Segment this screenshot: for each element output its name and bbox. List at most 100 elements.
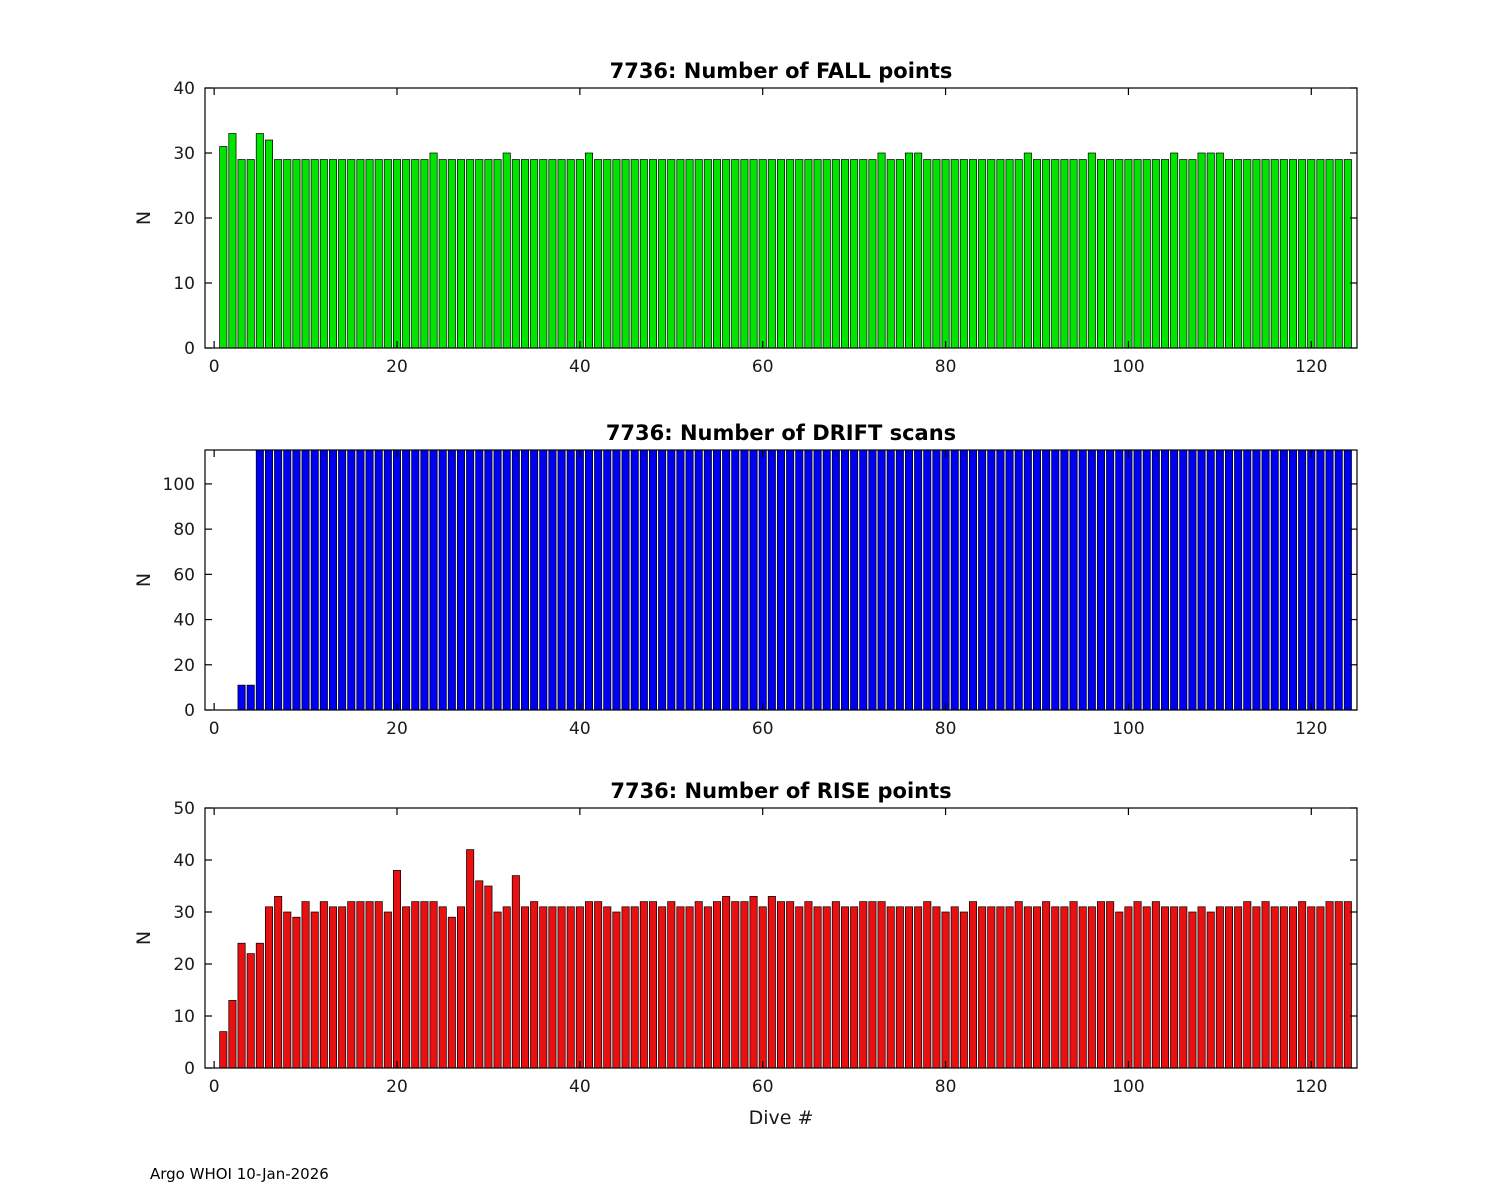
axis-box [204,807,1358,1069]
bar-105 [1170,449,1179,711]
bar-50 [667,159,676,349]
bars-group [219,133,1352,349]
bar-24 [429,449,438,711]
bar-108 [1197,152,1206,349]
x-ticks: 0 20 40 60 80 100 120 [209,88,1328,377]
bar-75 [895,906,904,1069]
bar-56 [722,159,731,349]
bar-102 [1142,449,1151,711]
bar-64 [795,906,804,1069]
bar-108 [1197,449,1206,711]
rise-points-chart: 7736: Number of RISE points N 0 20 40 60 80 1… [133,779,1358,1129]
bar-39 [566,906,575,1069]
bar-104 [1160,449,1169,711]
bar-37 [548,906,557,1069]
bar-101 [1133,159,1142,349]
bar-93 [1060,449,1069,711]
x-tick-label: 0 [209,1077,220,1097]
bar-15 [347,449,356,711]
bar-44 [612,911,621,1069]
bar-98 [1106,449,1115,711]
bar-96 [1087,152,1096,349]
bar-105 [1170,152,1179,349]
x-tick-label: 40 [569,1077,591,1097]
bar-6 [264,449,273,711]
x-tick-label: 0 [209,357,220,377]
bar-114 [1252,449,1261,711]
bar-97 [1096,449,1105,711]
bar-91 [1042,159,1051,349]
y-tick-label: 40 [173,79,195,99]
bar-104 [1160,906,1169,1069]
bar-23 [420,449,429,711]
y-tick-label: 100 [163,475,195,495]
bar-107 [1188,449,1197,711]
bar-5 [255,942,264,1069]
bar-24 [429,901,438,1069]
bar-120 [1307,449,1316,711]
bar-101 [1133,901,1142,1069]
bar-34 [520,906,530,1069]
bar-36 [539,159,548,349]
bar-112 [1234,449,1243,711]
bar-123 [1334,159,1343,349]
bar-25 [438,906,447,1069]
x-tick-label: 40 [569,357,591,377]
bar-33 [511,159,520,349]
chart-title: 7736: Number of DRIFT scans [606,421,956,445]
bar-110 [1215,152,1224,349]
bar-96 [1087,449,1096,711]
bar-74 [886,906,895,1069]
bar-17 [365,449,374,711]
bar-124 [1343,159,1352,349]
bar-71 [859,449,868,711]
bars-group [237,449,1352,711]
bar-28 [466,159,475,349]
bar-12 [319,901,328,1069]
bar-1 [219,146,228,349]
bar-1 [219,1031,228,1069]
plot-area: 0 20 40 60 80 100 120 0 10 20 30 40 [173,79,1358,377]
x-tick-label: 40 [569,719,591,739]
bar-42 [594,449,603,711]
bar-115 [1261,901,1270,1069]
bar-59 [749,896,758,1069]
bar-50 [667,449,676,711]
x-tick-label: 120 [1295,1077,1327,1097]
bar-40 [575,906,584,1069]
bar-37 [548,159,557,349]
bar-115 [1261,449,1270,711]
bar-34 [520,449,530,711]
bar-27 [456,906,465,1069]
bar-49 [658,906,667,1069]
bar-68 [831,159,840,349]
bar-90 [1032,159,1041,349]
bar-107 [1188,159,1197,349]
bar-17 [365,901,374,1069]
bar-55 [712,159,722,349]
bar-56 [722,449,731,711]
bar-63 [786,449,795,711]
bar-56 [722,896,731,1069]
bar-110 [1215,906,1224,1069]
bar-21 [402,906,411,1069]
bar-75 [895,449,904,711]
bar-63 [786,159,795,349]
bar-13 [328,906,337,1069]
x-ticks: 0 20 40 60 80 100 120 [209,808,1328,1097]
bar-88 [1014,449,1023,711]
bar-76 [904,449,914,711]
bar-95 [1078,449,1087,711]
bar-8 [283,911,292,1069]
bar-97 [1096,159,1105,349]
bar-121 [1316,906,1325,1069]
bar-25 [438,159,447,349]
bar-2 [228,1000,237,1069]
bar-30 [484,159,493,349]
y-tick-label: 10 [173,274,195,294]
bar-26 [447,449,456,711]
bar-91 [1042,449,1051,711]
bar-82 [959,159,968,349]
bar-55 [712,901,722,1069]
bar-122 [1325,901,1334,1069]
